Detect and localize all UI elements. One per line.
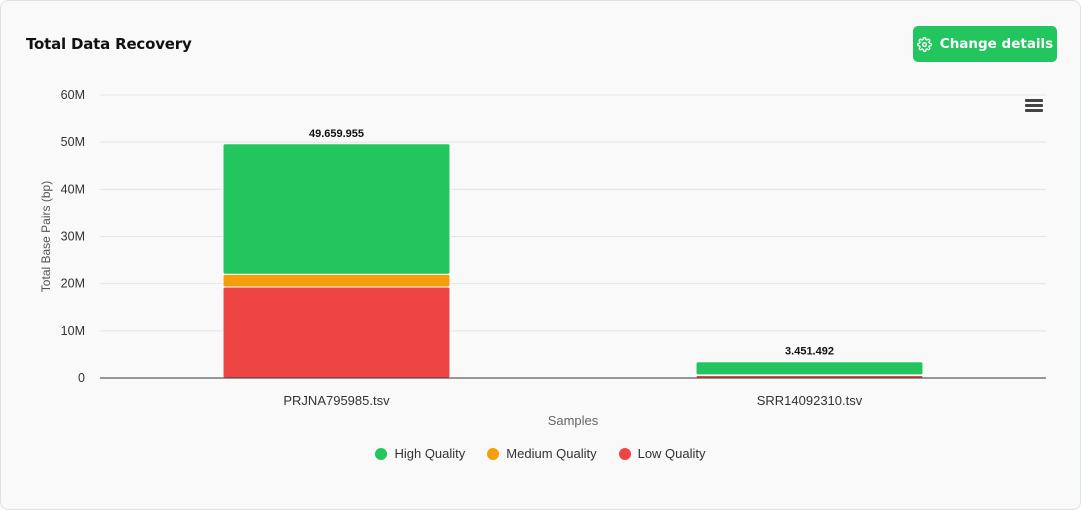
legend-color-swatch — [618, 447, 631, 460]
legend-color-swatch — [375, 447, 388, 460]
legend-color-swatch — [487, 447, 500, 460]
legend-item-medium-quality[interactable]: Medium Quality — [487, 446, 597, 461]
bar-segment-high-quality — [695, 361, 924, 376]
x-axis-title: Samples — [548, 413, 599, 428]
bar-segment-medium-quality — [222, 273, 451, 288]
legend-label: High Quality — [394, 446, 466, 461]
legend-item-high-quality[interactable]: High Quality — [375, 446, 465, 461]
y-tick-label: 50M — [61, 135, 85, 149]
bar-total-label: 3.451.492 — [785, 346, 834, 358]
chart-legend: High Quality Medium Quality Low Quality — [0, 446, 1081, 461]
x-tick-label: PRJNA795985.tsv — [283, 393, 390, 408]
bar-total-label: 49.659.955 — [309, 128, 364, 140]
bar-segment-high-quality — [222, 143, 451, 275]
stacked-bar-chart: 0 10M 20M 30M 40M 50M 60M Total Base Pairs (bp)… — [39, 88, 1046, 428]
y-tick-label: 30M — [61, 230, 85, 244]
y-tick-label: 60M — [61, 88, 85, 102]
card-title: Total Data Recovery — [26, 35, 192, 53]
y-tick-label: 20M — [61, 277, 85, 291]
hamburger-menu-icon[interactable] — [1024, 97, 1044, 115]
change-details-button[interactable]: Change details — [913, 26, 1057, 62]
legend-label: Medium Quality — [506, 446, 597, 461]
legend-label: Low Quality — [637, 446, 706, 461]
bar-segment-low-quality — [222, 286, 451, 379]
y-tick-label: 40M — [61, 182, 85, 196]
change-details-label: Change details — [939, 36, 1054, 52]
x-tick-label: SRR14092310.tsv — [757, 393, 863, 408]
y-tick-label: 0 — [78, 371, 85, 385]
y-axis-title: Total Base Pairs (bp) — [39, 181, 53, 292]
gear-icon — [916, 36, 932, 52]
legend-item-low-quality[interactable]: Low Quality — [618, 446, 706, 461]
y-tick-label: 10M — [61, 324, 85, 338]
